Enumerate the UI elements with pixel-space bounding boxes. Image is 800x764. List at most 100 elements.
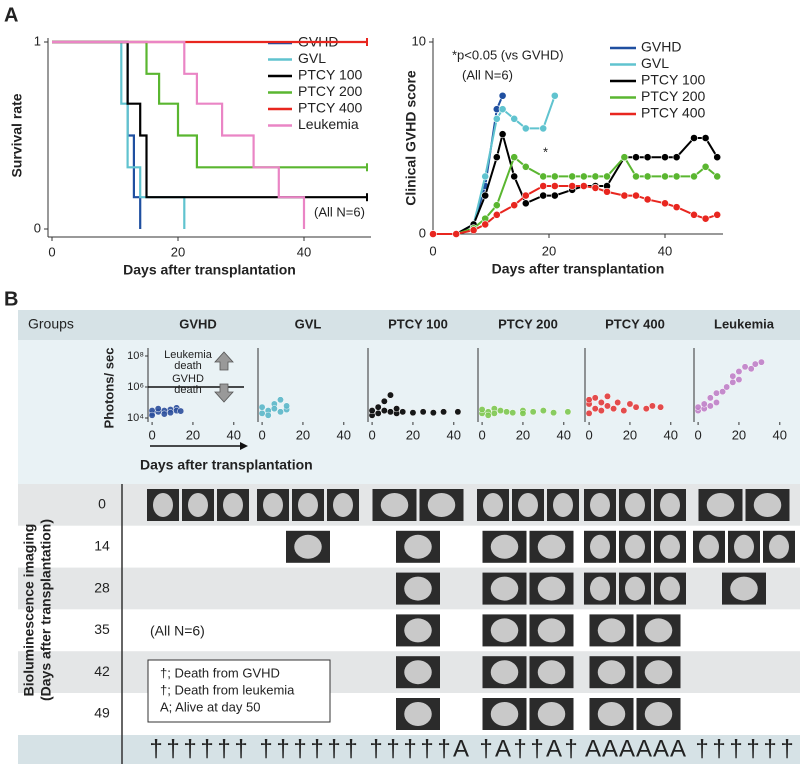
photon-point (626, 400, 634, 408)
score-point (713, 210, 722, 219)
mouse (660, 493, 680, 517)
survival-curve (52, 40, 367, 169)
photon-point (657, 403, 665, 411)
x-tick-label: 20 (542, 243, 556, 258)
survival-curve (52, 40, 306, 229)
y-axis-label: Photons/ sec (101, 348, 116, 429)
mouse (537, 702, 566, 726)
legend-box (147, 659, 331, 723)
annotation: * (543, 144, 548, 159)
photon-point (700, 400, 708, 408)
panel-label: B (4, 288, 18, 310)
score-point (713, 153, 722, 162)
score-point (690, 210, 698, 219)
photon-point (264, 411, 272, 419)
mouse (625, 534, 645, 559)
outcome-symbol: † (479, 735, 492, 762)
mouse (223, 493, 243, 517)
outcome-symbol: † (403, 735, 416, 762)
mouse (644, 702, 673, 726)
photon-point (706, 402, 714, 410)
outcome-symbol: † (259, 735, 272, 762)
photon-point (564, 408, 572, 416)
score-point (492, 114, 501, 123)
legend-label: GVL (641, 55, 669, 71)
mouse (730, 576, 758, 601)
photon-point (167, 409, 174, 417)
legend-label: Leukemia (298, 116, 359, 132)
x-tick-label: 0 (148, 427, 155, 442)
outcome-symbol: † (344, 735, 357, 762)
x-tick-label: 40 (773, 427, 787, 442)
mouse (660, 576, 680, 601)
day-label: 35 (94, 621, 110, 637)
photon-point (399, 408, 407, 416)
outcome-symbol: † (530, 735, 543, 762)
outcome-symbol: A (585, 735, 601, 762)
outcome-symbol: A (653, 735, 669, 762)
mouse (380, 493, 409, 517)
y-axis-label: Clinical GVHD score (403, 70, 419, 206)
score-point (661, 172, 669, 181)
photon-point (277, 396, 284, 404)
mouse (590, 534, 610, 559)
legend-label: PTCY 200 (298, 83, 363, 99)
mouse (660, 534, 680, 559)
mouse (518, 493, 538, 517)
y-axis-label: Survival rate (9, 93, 25, 177)
note: (All N=6) (150, 623, 205, 639)
score-point (690, 134, 698, 142)
photon-point (503, 408, 511, 416)
photon-point (729, 372, 737, 380)
outcome-symbol: † (420, 735, 433, 762)
photon-point (509, 409, 517, 417)
mouse (706, 493, 735, 517)
score-point (492, 201, 501, 210)
photon-point (642, 405, 650, 413)
mouse (427, 493, 456, 517)
mouse (188, 493, 208, 517)
photon-point (258, 409, 266, 417)
score-point (701, 134, 710, 142)
outcome-symbol: † (369, 735, 382, 762)
mouse (537, 618, 566, 643)
legend-label: GVHD (641, 39, 681, 55)
x-tick-label: 0 (48, 244, 55, 259)
y-tick-label: 10⁴ (127, 412, 144, 424)
group-name: PTCY 100 (388, 316, 448, 331)
photon-point (620, 407, 628, 415)
photon-point (713, 389, 720, 397)
score-point (510, 172, 519, 181)
photon-point (519, 409, 527, 417)
outcome-symbol: † (234, 735, 247, 762)
photon-point (585, 409, 593, 417)
photon-point (148, 411, 156, 419)
outcome-symbol: † (310, 735, 323, 762)
outcome-symbol: † (712, 735, 725, 762)
score-point (510, 153, 519, 162)
score-point (469, 226, 478, 235)
x-tick-label: 40 (227, 427, 241, 442)
photon-point (585, 396, 593, 404)
photon-point (270, 405, 278, 413)
score-point (643, 153, 652, 162)
mouse (734, 534, 754, 559)
group-name: Leukemia (714, 316, 775, 331)
mouse (404, 576, 432, 601)
photon-point (440, 408, 448, 416)
photon-point (374, 403, 382, 411)
row-header: (Days after transplantation) (38, 519, 54, 701)
photon-point (368, 407, 376, 415)
outcome-row (18, 735, 800, 764)
mouse (590, 576, 610, 601)
x-tick-label: 20 (623, 427, 637, 442)
score-point (498, 91, 507, 100)
group-name: PTCY 200 (498, 316, 558, 331)
score-point (550, 191, 559, 200)
outcome-symbol: † (149, 735, 162, 762)
x-tick-label: 40 (664, 427, 678, 442)
score-point (690, 172, 698, 181)
y-tick-label: 10⁸ (127, 350, 144, 362)
photon-point (757, 358, 765, 366)
